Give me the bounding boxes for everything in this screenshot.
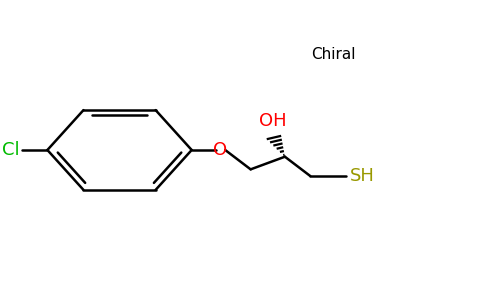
Text: Cl: Cl	[2, 141, 19, 159]
Text: SH: SH	[350, 167, 375, 185]
Text: Chiral: Chiral	[311, 47, 356, 62]
Text: OH: OH	[259, 112, 287, 130]
Text: O: O	[212, 141, 227, 159]
